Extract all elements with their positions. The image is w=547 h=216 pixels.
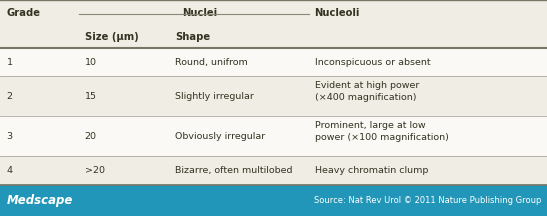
Text: Size (μm): Size (μm) (85, 32, 138, 41)
Text: 15: 15 (85, 92, 97, 101)
Bar (0, 185, 547, 216)
Text: Shape: Shape (175, 32, 210, 41)
Bar (0, 0, 547, 25)
Bar (0, 116, 547, 156)
Text: Nuclei: Nuclei (182, 8, 217, 18)
Text: Evident at high power
(×400 magnification): Evident at high power (×400 magnificatio… (315, 81, 419, 102)
Text: Medscape: Medscape (7, 194, 73, 207)
Text: Slightly irregular: Slightly irregular (175, 92, 254, 101)
Text: >20: >20 (85, 166, 105, 175)
Text: Inconspicuous or absent: Inconspicuous or absent (315, 57, 430, 67)
Text: 1: 1 (7, 57, 13, 67)
Text: Heavy chromatin clump: Heavy chromatin clump (315, 166, 428, 175)
Text: 2: 2 (7, 92, 13, 101)
Text: Round, unifrom: Round, unifrom (175, 57, 248, 67)
Text: Nucleoli: Nucleoli (315, 8, 360, 18)
Text: 4: 4 (7, 166, 13, 175)
Text: Source: Nat Rev Urol © 2011 Nature Publishing Group: Source: Nat Rev Urol © 2011 Nature Publi… (314, 196, 542, 205)
Text: 3: 3 (7, 132, 13, 141)
Bar (0, 156, 547, 185)
Text: 10: 10 (85, 57, 97, 67)
Text: Grade: Grade (7, 8, 40, 18)
Text: Bizarre, often multilobed: Bizarre, often multilobed (175, 166, 293, 175)
Text: Obviously irregular: Obviously irregular (175, 132, 265, 141)
Text: 20: 20 (85, 132, 97, 141)
Bar (0, 48, 547, 76)
Bar (0, 25, 547, 48)
Bar (0, 76, 547, 116)
Text: Prominent, large at low
power (×100 magnification): Prominent, large at low power (×100 magn… (315, 121, 449, 142)
